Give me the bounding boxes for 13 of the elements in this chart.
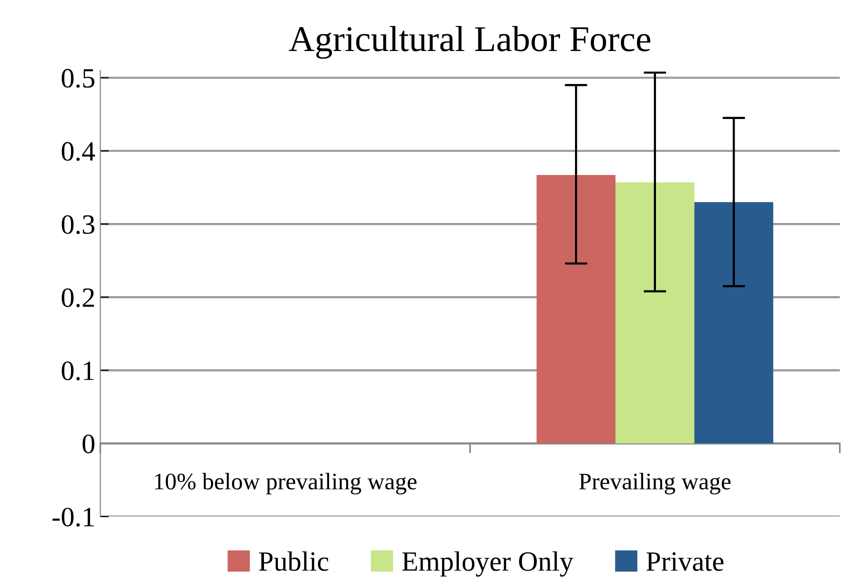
x-tick-label: 10% below prevailing wage xyxy=(155,472,416,494)
y-tick-label: 0.5 xyxy=(62,68,94,88)
legend-label: Employer Only xyxy=(402,551,574,577)
y-tick-label: -0.1 xyxy=(52,508,94,527)
legend-label: Private xyxy=(646,552,724,571)
y-tick-label: 0.4 xyxy=(62,142,96,161)
x-tick-label: Prevailing wage xyxy=(579,472,730,494)
y-tick-label: 0.1 xyxy=(62,361,94,380)
y-tick-label: 0.3 xyxy=(62,215,94,234)
y-tick-label: 0 xyxy=(82,434,94,454)
legend-label: Public xyxy=(259,551,328,571)
y-tick-label: 0.2 xyxy=(62,288,94,308)
chart-title: Agricultural Labor Force xyxy=(288,26,650,59)
